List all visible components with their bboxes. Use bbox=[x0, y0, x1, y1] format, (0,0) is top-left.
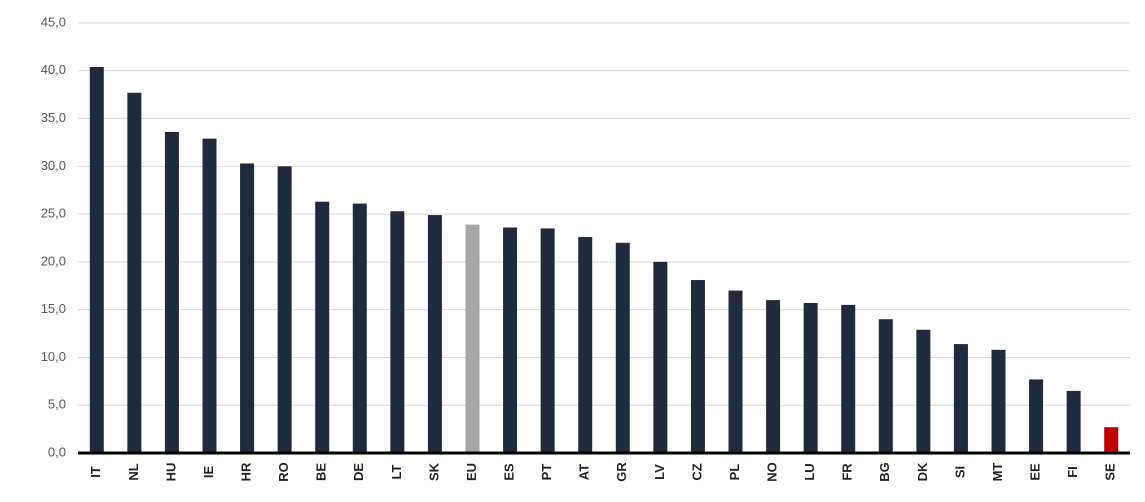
bar bbox=[803, 302, 818, 453]
bar bbox=[540, 228, 555, 453]
bar bbox=[916, 329, 931, 453]
bar bbox=[277, 166, 292, 454]
bar bbox=[766, 300, 781, 453]
y-tick-label: 45,0 bbox=[41, 14, 66, 29]
x-tick-label: PL bbox=[727, 464, 742, 481]
x-tick-label: IE bbox=[201, 466, 216, 479]
x-tick-label: LV bbox=[652, 464, 667, 480]
x-tick-label: FR bbox=[840, 463, 855, 481]
x-tick-label: MT bbox=[990, 463, 1005, 482]
bar bbox=[202, 138, 217, 453]
x-tick-label: SI bbox=[952, 466, 967, 478]
x-tick-label: ES bbox=[502, 463, 517, 481]
x-tick-label: BE bbox=[314, 463, 329, 481]
bar bbox=[127, 92, 142, 453]
x-tick-label: SE bbox=[1103, 463, 1118, 481]
bar bbox=[690, 280, 705, 453]
x-tick-label: SK bbox=[426, 462, 441, 481]
y-tick-label: 5,0 bbox=[48, 397, 66, 412]
bar bbox=[1029, 379, 1044, 453]
bar bbox=[578, 237, 593, 453]
bar bbox=[653, 261, 668, 453]
x-tick-label: FI bbox=[1065, 466, 1080, 478]
bar bbox=[89, 66, 104, 453]
x-tick-label: GR bbox=[614, 462, 629, 482]
x-tick-label: NO bbox=[765, 462, 780, 482]
x-tick-label: HU bbox=[163, 463, 178, 482]
y-tick-label: 30,0 bbox=[41, 158, 66, 173]
x-tick-label: DE bbox=[351, 463, 366, 481]
x-tick-label: NL bbox=[126, 463, 141, 480]
x-tick-label: EE bbox=[1028, 463, 1043, 481]
bar bbox=[315, 201, 330, 453]
bar bbox=[728, 290, 743, 453]
bar bbox=[953, 344, 968, 453]
x-tick-label: EU bbox=[464, 463, 479, 481]
bar bbox=[503, 227, 518, 453]
y-tick-label: 10,0 bbox=[41, 349, 66, 364]
bar bbox=[240, 163, 255, 453]
x-tick-label: IT bbox=[88, 466, 103, 478]
y-tick-label: 25,0 bbox=[41, 206, 66, 221]
y-tick-label: 35,0 bbox=[41, 110, 66, 125]
bar bbox=[164, 131, 179, 453]
x-tick-label: HR bbox=[239, 462, 254, 481]
x-tick-label: LT bbox=[389, 464, 404, 479]
bar bbox=[841, 304, 856, 453]
bar bbox=[1066, 390, 1081, 453]
y-tick-label: 20,0 bbox=[41, 253, 66, 268]
bar bbox=[390, 211, 405, 453]
bar bbox=[352, 203, 367, 453]
y-tick-label: 0,0 bbox=[48, 444, 66, 459]
bar bbox=[1104, 427, 1119, 453]
x-tick-label: PT bbox=[539, 464, 554, 481]
bar bbox=[465, 224, 480, 453]
x-tick-label: RO bbox=[276, 462, 291, 482]
x-tick-label: AT bbox=[577, 464, 592, 480]
bar bbox=[427, 215, 442, 453]
y-tick-label: 40,0 bbox=[41, 62, 66, 77]
x-tick-label: CZ bbox=[689, 463, 704, 480]
bar bbox=[615, 242, 630, 453]
bar bbox=[878, 319, 893, 453]
x-tick-label: LU bbox=[802, 463, 817, 480]
x-tick-label: BG bbox=[877, 462, 892, 482]
y-tick-label: 15,0 bbox=[41, 301, 66, 316]
x-tick-label: DK bbox=[915, 462, 930, 481]
bar bbox=[991, 349, 1006, 453]
